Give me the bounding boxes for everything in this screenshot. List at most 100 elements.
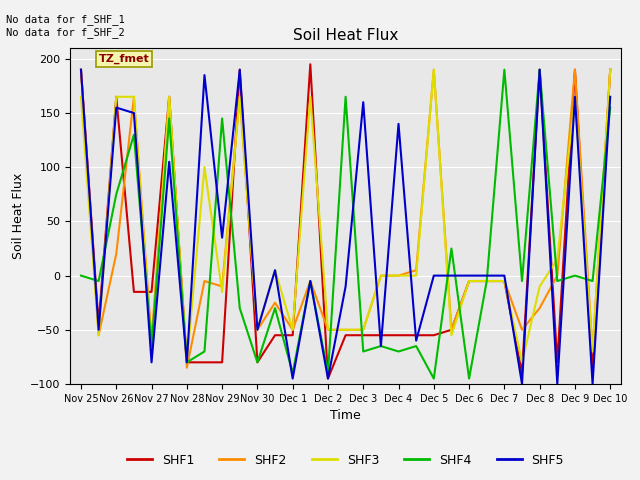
SHF5 bbox=[183, 360, 191, 365]
SHF4 bbox=[465, 376, 473, 382]
SHF1 bbox=[465, 278, 473, 284]
SHF4 bbox=[342, 94, 349, 100]
SHF3 bbox=[271, 267, 279, 273]
Line: SHF5: SHF5 bbox=[81, 70, 610, 384]
Line: SHF1: SHF1 bbox=[81, 64, 610, 379]
Legend: SHF1, SHF2, SHF3, SHF4, SHF5: SHF1, SHF2, SHF3, SHF4, SHF5 bbox=[122, 449, 569, 472]
SHF3 bbox=[465, 278, 473, 284]
SHF3 bbox=[95, 332, 102, 338]
SHF5 bbox=[236, 67, 244, 72]
SHF3 bbox=[289, 327, 296, 333]
SHF3 bbox=[589, 348, 596, 354]
SHF5 bbox=[77, 67, 85, 72]
SHF2 bbox=[148, 338, 156, 344]
SHF5 bbox=[165, 159, 173, 165]
SHF1 bbox=[430, 332, 438, 338]
SHF4 bbox=[430, 376, 438, 382]
SHF4 bbox=[518, 278, 526, 284]
SHF1 bbox=[500, 278, 508, 284]
SHF3 bbox=[518, 360, 526, 365]
SHF2 bbox=[465, 278, 473, 284]
SHF2 bbox=[113, 251, 120, 257]
SHF4 bbox=[200, 348, 208, 354]
SHF3 bbox=[130, 94, 138, 100]
SHF4 bbox=[483, 278, 491, 284]
SHF5 bbox=[218, 235, 226, 240]
SHF2 bbox=[289, 327, 296, 333]
SHF4 bbox=[271, 305, 279, 311]
SHF3 bbox=[360, 327, 367, 333]
SHF1 bbox=[395, 332, 403, 338]
SHF4 bbox=[447, 246, 455, 252]
SHF3 bbox=[447, 332, 455, 338]
SHF5 bbox=[95, 327, 102, 333]
SHF5 bbox=[412, 338, 420, 344]
SHF5 bbox=[430, 273, 438, 278]
SHF2 bbox=[236, 94, 244, 100]
SHF5 bbox=[606, 94, 614, 100]
SHF4 bbox=[500, 67, 508, 72]
Line: SHF3: SHF3 bbox=[81, 70, 610, 362]
SHF4 bbox=[395, 348, 403, 354]
Text: No data for f_SHF_1
No data for f_SHF_2: No data for f_SHF_1 No data for f_SHF_2 bbox=[6, 14, 125, 38]
SHF5 bbox=[271, 267, 279, 273]
SHF2 bbox=[307, 278, 314, 284]
SHF3 bbox=[307, 94, 314, 100]
SHF3 bbox=[377, 273, 385, 278]
SHF1 bbox=[342, 332, 349, 338]
SHF4 bbox=[377, 343, 385, 349]
Text: TZ_fmet: TZ_fmet bbox=[99, 54, 149, 64]
SHF2 bbox=[200, 278, 208, 284]
SHF2 bbox=[412, 267, 420, 273]
SHF2 bbox=[165, 94, 173, 100]
SHF2 bbox=[218, 284, 226, 289]
SHF3 bbox=[165, 94, 173, 100]
SHF4 bbox=[324, 370, 332, 376]
SHF2 bbox=[447, 327, 455, 333]
SHF1 bbox=[236, 67, 244, 72]
SHF2 bbox=[130, 94, 138, 100]
SHF4 bbox=[360, 348, 367, 354]
SHF5 bbox=[465, 273, 473, 278]
SHF4 bbox=[554, 278, 561, 284]
SHF2 bbox=[500, 278, 508, 284]
SHF5 bbox=[200, 72, 208, 78]
SHF5 bbox=[483, 273, 491, 278]
SHF1 bbox=[183, 360, 191, 365]
SHF3 bbox=[606, 67, 614, 72]
SHF3 bbox=[536, 284, 543, 289]
SHF1 bbox=[447, 327, 455, 333]
SHF1 bbox=[483, 278, 491, 284]
Line: SHF4: SHF4 bbox=[81, 70, 610, 379]
X-axis label: Time: Time bbox=[330, 409, 361, 422]
SHF4 bbox=[536, 67, 543, 72]
SHF5 bbox=[589, 381, 596, 387]
Line: SHF2: SHF2 bbox=[81, 70, 610, 368]
SHF3 bbox=[77, 94, 85, 100]
SHF3 bbox=[500, 278, 508, 284]
SHF4 bbox=[113, 192, 120, 197]
SHF1 bbox=[324, 376, 332, 382]
SHF4 bbox=[148, 343, 156, 349]
SHF4 bbox=[165, 116, 173, 121]
SHF2 bbox=[95, 332, 102, 338]
SHF5 bbox=[518, 381, 526, 387]
SHF5 bbox=[342, 284, 349, 289]
SHF2 bbox=[271, 300, 279, 306]
SHF2 bbox=[536, 305, 543, 311]
SHF2 bbox=[571, 67, 579, 72]
SHF1 bbox=[360, 332, 367, 338]
SHF3 bbox=[236, 94, 244, 100]
SHF4 bbox=[571, 273, 579, 278]
SHF5 bbox=[536, 67, 543, 72]
SHF5 bbox=[307, 278, 314, 284]
SHF2 bbox=[606, 67, 614, 72]
SHF5 bbox=[289, 376, 296, 382]
SHF1 bbox=[218, 360, 226, 365]
SHF3 bbox=[200, 164, 208, 170]
SHF1 bbox=[130, 289, 138, 295]
SHF2 bbox=[342, 327, 349, 333]
SHF5 bbox=[571, 94, 579, 100]
SHF1 bbox=[412, 332, 420, 338]
SHF3 bbox=[148, 348, 156, 354]
